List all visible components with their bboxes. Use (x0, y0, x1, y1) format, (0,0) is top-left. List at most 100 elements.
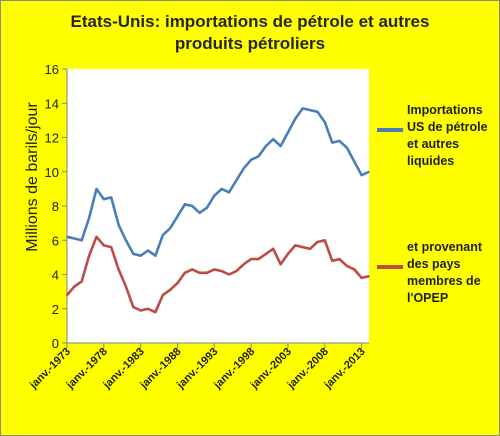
data-point-imports (309, 109, 311, 111)
data-point-imports (294, 117, 297, 120)
y-tick-label: 10 (45, 165, 59, 180)
data-point-opec (294, 244, 297, 247)
y-tick-label: 16 (45, 62, 59, 77)
y-tick-label: 8 (52, 199, 59, 214)
data-point-imports (95, 188, 98, 190)
data-point-opec (243, 263, 245, 266)
data-point-imports (324, 121, 326, 123)
data-point-opec (110, 246, 112, 248)
data-point-opec (257, 258, 260, 260)
series-lines (66, 107, 370, 314)
data-point-imports (88, 217, 90, 219)
data-point-opec (176, 282, 179, 284)
data-point-imports (301, 107, 304, 110)
data-point-imports (176, 215, 179, 218)
data-point-opec (73, 285, 76, 288)
legend-opec-line-3: membres de (407, 274, 481, 288)
data-point-imports (250, 159, 252, 161)
data-point-opec (228, 273, 230, 276)
data-point-opec (117, 268, 120, 271)
data-point-opec (220, 270, 223, 272)
data-point-imports (206, 206, 208, 209)
data-point-imports (272, 138, 275, 140)
data-point-opec (279, 263, 282, 266)
legend-imports-line-2: US de pétrole (407, 120, 488, 134)
data-point-opec (132, 306, 135, 308)
data-point-opec (346, 265, 348, 267)
data-point-imports (353, 160, 356, 163)
data-point-imports (220, 188, 223, 190)
chart-title: Etats-Unis: importations de pétrole et a… (1, 11, 499, 55)
data-point-opec (272, 248, 275, 250)
data-point-opec (169, 289, 171, 291)
data-point-opec (88, 254, 90, 257)
data-point-imports (228, 191, 230, 194)
data-point-opec (125, 285, 127, 288)
data-point-imports (235, 179, 238, 182)
data-point-imports (213, 194, 216, 197)
data-point-imports (73, 237, 76, 240)
data-point-opec (80, 280, 83, 283)
data-point-opec (309, 248, 311, 250)
legend-swatch-opec (377, 265, 403, 269)
data-point-imports (184, 203, 186, 206)
data-point-imports (243, 167, 245, 170)
data-point-opec (147, 308, 149, 310)
legend-opec-line-1: et provenant (407, 240, 483, 254)
legend-opec: et provenant des pays membres de l'OPEP (407, 239, 482, 307)
data-point-imports (162, 234, 164, 236)
data-point-opec (213, 268, 216, 271)
data-point-opec (154, 311, 157, 314)
data-point-opec (184, 272, 186, 274)
chart-title-line-2: produits pétroliers (174, 34, 326, 53)
legend-imports: Importations US de pétrole et autres liq… (407, 102, 488, 170)
data-point-imports (147, 249, 149, 252)
data-point-opec (331, 260, 334, 262)
axes (62, 68, 369, 348)
data-point-opec (66, 294, 68, 296)
data-point-opec (338, 258, 341, 260)
data-point-opec (287, 253, 289, 255)
data-point-imports (346, 147, 348, 149)
data-point-imports (132, 253, 135, 255)
y-tick-label: 0 (52, 336, 59, 351)
data-point-imports (287, 131, 289, 134)
data-point-imports (169, 227, 171, 230)
data-point-opec (206, 272, 208, 274)
data-point-imports (103, 198, 105, 200)
data-point-imports (66, 236, 68, 238)
data-point-imports (331, 141, 334, 144)
chart-title-line-1: Etats-Unis: importations de pétrole et a… (70, 12, 430, 31)
data-point-imports (80, 239, 83, 242)
series-line-opec (66, 235, 370, 314)
y-tick-label: 6 (52, 233, 59, 248)
data-point-imports (316, 111, 319, 113)
legend-imports-line-3: et autres (407, 137, 460, 151)
data-point-imports (198, 212, 201, 214)
data-point-imports (125, 239, 127, 242)
data-point-imports (257, 155, 260, 158)
data-point-imports (117, 224, 120, 226)
data-point-opec (139, 309, 142, 312)
data-point-opec (316, 241, 319, 243)
data-point-opec (103, 244, 105, 247)
data-point-opec (95, 236, 98, 238)
legend-imports-line-1: Importations (407, 103, 483, 117)
data-point-imports (191, 205, 193, 207)
data-point-imports (368, 171, 370, 173)
y-tick-label: 14 (45, 96, 59, 111)
data-point-opec (162, 294, 164, 296)
y-tick-label: 2 (52, 302, 59, 317)
data-point-opec (301, 246, 304, 248)
data-point-opec (265, 253, 267, 255)
data-point-imports (279, 145, 282, 147)
data-point-imports (265, 145, 267, 147)
y-axis-label: Millions de barils/jour (24, 102, 41, 252)
series-line-imports (66, 107, 370, 257)
data-point-imports (338, 140, 341, 142)
data-point-opec (360, 277, 363, 279)
data-point-opec (324, 239, 326, 242)
data-point-opec (198, 272, 201, 274)
y-tick-label: 12 (45, 131, 59, 146)
